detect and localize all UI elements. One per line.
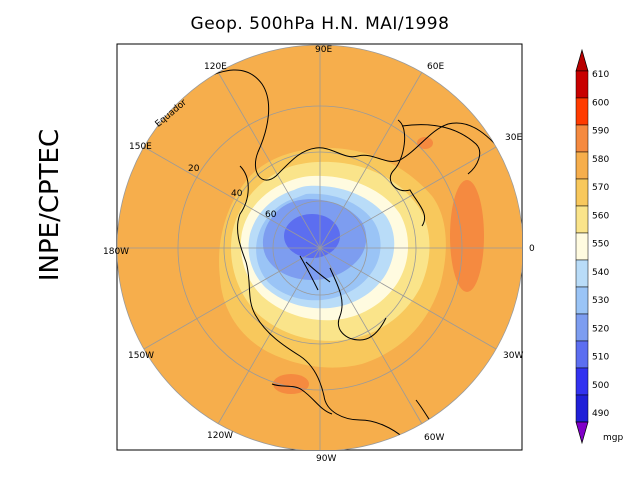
colorbar-level-label: 610 bbox=[592, 70, 609, 80]
coastlines bbox=[199, 69, 507, 439]
coastline-arctic-islands bbox=[299, 255, 331, 291]
lon-label-90w: 90W bbox=[316, 454, 336, 464]
lon-label-90e: 90E bbox=[315, 45, 332, 55]
lon-label-60w: 60W bbox=[424, 433, 444, 443]
colorbar-level-label: 600 bbox=[592, 98, 609, 108]
lon-label-30w: 30W bbox=[503, 351, 523, 361]
colorbar-swatch bbox=[575, 367, 589, 396]
map-title: Geop. 500hPa H.N. MAI/1998 bbox=[190, 14, 450, 34]
colorbar-level-label: 550 bbox=[592, 240, 609, 250]
lon-label-150e: 150E bbox=[129, 142, 152, 152]
colorbar-top-arrow bbox=[575, 48, 589, 72]
colorbar-swatch bbox=[575, 205, 589, 234]
colorbar-swatch bbox=[575, 313, 589, 342]
lon-label-120e: 120E bbox=[204, 62, 227, 72]
colorbar-level-label: 580 bbox=[592, 155, 609, 165]
colorbar-level-label: 520 bbox=[592, 324, 609, 334]
colorbar-swatch bbox=[575, 286, 589, 315]
colorbar-level-label: 590 bbox=[592, 127, 609, 137]
colorbar-level-label: 500 bbox=[592, 381, 609, 391]
grid-meridian-30e-150w bbox=[143, 146, 497, 350]
colorbar-level-label: 530 bbox=[592, 296, 609, 306]
coastline-central-america bbox=[271, 383, 333, 415]
colorbar-swatch bbox=[575, 259, 589, 288]
colorbar-swatch bbox=[575, 151, 589, 180]
coastline-europe bbox=[389, 119, 426, 227]
colorbar-swatch bbox=[575, 124, 589, 153]
colorbar-swatch bbox=[575, 97, 589, 126]
contour-590-600-africa bbox=[417, 137, 433, 149]
lon-label-30e: 30E bbox=[505, 133, 522, 143]
coastline-north-america bbox=[237, 165, 405, 439]
lat-label-20: 20 bbox=[188, 164, 200, 174]
colorbar-level-label: 540 bbox=[592, 268, 609, 278]
coastline-africa bbox=[401, 124, 481, 175]
colorbar: 610600590580570560550540530520510500490 … bbox=[575, 48, 623, 445]
contour-510-520 bbox=[284, 214, 340, 258]
contour-590-600-atlantic bbox=[450, 180, 484, 292]
lon-label-150w: 150W bbox=[128, 351, 154, 361]
colorbar-level-label: 560 bbox=[592, 211, 609, 221]
colorbar-unit: mgp bbox=[603, 433, 623, 443]
colorbar-level-label: 570 bbox=[592, 183, 609, 193]
colorbar-bottom-arrow bbox=[575, 421, 589, 445]
colorbar-swatch bbox=[575, 340, 589, 369]
colorbar-level-label: 490 bbox=[592, 409, 609, 419]
colorbar-level-label: 510 bbox=[592, 353, 609, 363]
colorbar-swatch bbox=[575, 394, 589, 423]
lat-label-60: 60 bbox=[265, 210, 277, 220]
coastline-greenland bbox=[329, 267, 387, 341]
lon-label-180w: 180W bbox=[103, 247, 129, 257]
lat-label-40: 40 bbox=[231, 189, 243, 199]
colorbar-swatch bbox=[575, 178, 589, 207]
lon-label-120w: 120W bbox=[207, 431, 233, 441]
colorbar-swatch bbox=[575, 70, 589, 99]
coastline-eurasia bbox=[199, 69, 507, 181]
colorbar-swatch bbox=[575, 232, 589, 261]
lon-label-0: 0 bbox=[529, 244, 535, 254]
lon-label-60e: 60E bbox=[427, 62, 444, 72]
